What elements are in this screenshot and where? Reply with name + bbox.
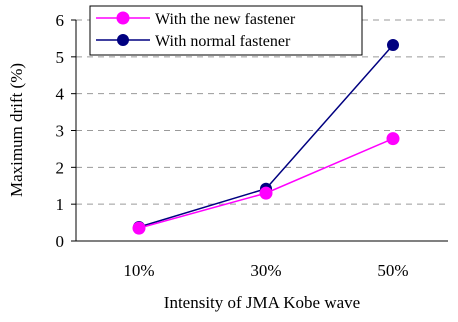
series-0-point-10% bbox=[132, 221, 146, 235]
x-tick-label: 30% bbox=[250, 261, 281, 280]
legend: With the new fastener With normal fasten… bbox=[89, 5, 363, 56]
x-tick-label: 50% bbox=[377, 261, 408, 280]
y-tick-label: 0 bbox=[56, 232, 65, 251]
series-layer bbox=[132, 39, 400, 235]
x-axis-label: Intensity of JMA Kobe wave bbox=[164, 293, 360, 312]
y-tick-label: 2 bbox=[56, 158, 65, 177]
x-tick-label: 10% bbox=[123, 261, 154, 280]
legend-marker-normal-fastener bbox=[117, 34, 129, 46]
y-tick-label: 6 bbox=[56, 11, 65, 30]
series-0-point-50% bbox=[386, 132, 400, 146]
y-tick-label: 5 bbox=[56, 48, 65, 67]
legend-box bbox=[89, 5, 363, 56]
y-tick-label: 1 bbox=[56, 195, 65, 214]
legend-label-normal-fastener: With normal fastener bbox=[155, 33, 291, 50]
y-tick-labels: 0 1 2 3 4 5 6 bbox=[56, 11, 76, 251]
legend-label-new-fastener: With the new fastener bbox=[155, 11, 296, 28]
x-tick-labels: 10% 30% 50% bbox=[123, 261, 408, 280]
y-axis-label: Maximum drift (%) bbox=[7, 63, 26, 197]
grid-lines bbox=[76, 19, 448, 205]
legend-marker-new-fastener bbox=[116, 11, 130, 25]
y-tick-label: 4 bbox=[56, 85, 65, 104]
series-0-point-30% bbox=[259, 186, 273, 200]
y-tick-label: 3 bbox=[56, 122, 65, 141]
series-1-point-50% bbox=[387, 39, 399, 52]
series-line-1 bbox=[138, 44, 394, 228]
